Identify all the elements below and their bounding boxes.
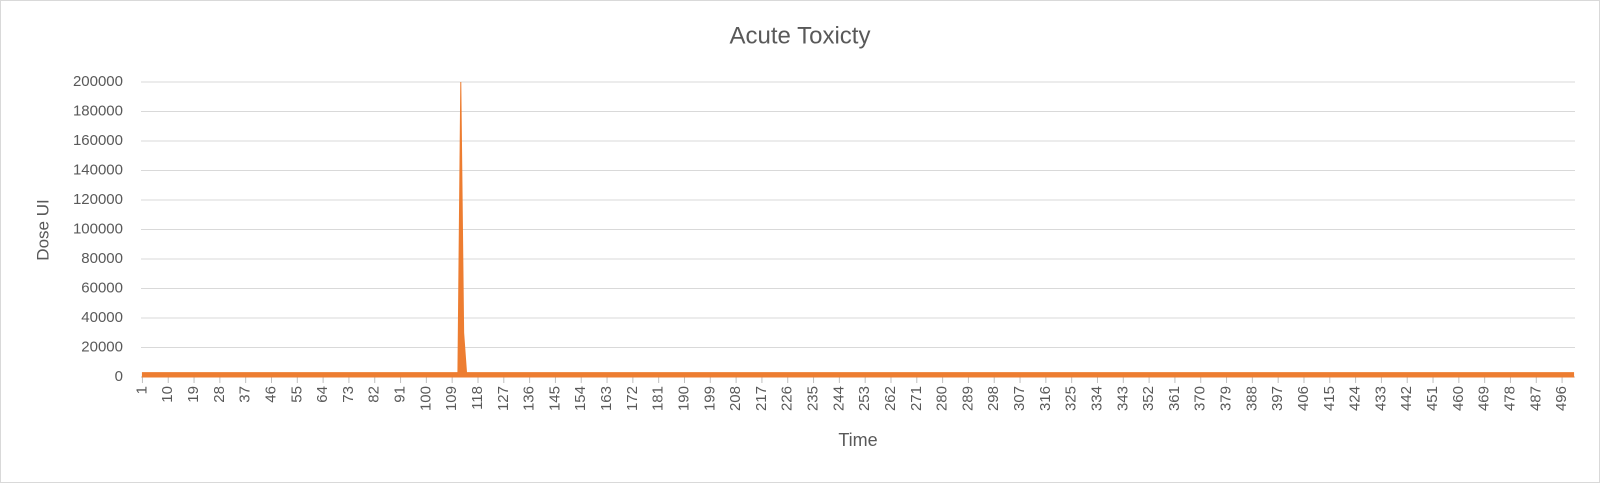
- x-tick-label: 1: [133, 386, 150, 394]
- y-axis-label: Dose UI: [33, 199, 52, 260]
- x-tick-label: 361: [1166, 386, 1183, 411]
- x-tick-label: 442: [1398, 386, 1415, 411]
- x-tick-label: 199: [701, 386, 718, 411]
- x-tick-label: 226: [779, 386, 796, 411]
- x-tick-label: 343: [1114, 386, 1131, 411]
- x-tick-label: 154: [572, 386, 589, 411]
- x-tick-label: 109: [443, 386, 460, 411]
- x-tick-label: 469: [1476, 386, 1493, 411]
- x-tick-label: 397: [1269, 386, 1286, 411]
- x-tick-label: 289: [959, 386, 976, 411]
- x-tick-label: 244: [830, 386, 847, 411]
- y-tick-label: 20000: [81, 338, 123, 355]
- x-tick-label: 271: [908, 386, 925, 411]
- x-tick-label: 433: [1372, 386, 1389, 411]
- x-tick-label: 415: [1321, 386, 1338, 411]
- y-tick-label: 80000: [81, 250, 123, 267]
- x-tick-label: 325: [1063, 386, 1080, 411]
- x-tick-label: 262: [882, 386, 899, 411]
- y-tick-label: 140000: [73, 161, 123, 178]
- x-tick-label: 118: [469, 386, 486, 410]
- x-tick-label: 82: [366, 386, 383, 403]
- x-tick-label: 370: [1192, 386, 1209, 411]
- x-tick-label: 424: [1347, 386, 1364, 411]
- x-tick-label: 19: [185, 386, 202, 403]
- x-tick-label: 28: [211, 386, 228, 403]
- x-tick-label: 91: [392, 386, 409, 403]
- x-tick-label: 352: [1140, 386, 1157, 411]
- x-tick-label: 181: [650, 386, 667, 411]
- x-tick-label: 10: [159, 386, 176, 403]
- x-tick-label: 379: [1218, 386, 1235, 411]
- x-tick-label: 127: [495, 386, 512, 411]
- x-tick-label: 145: [546, 386, 563, 411]
- x-tick-label: 208: [727, 386, 744, 411]
- x-tick-label: 217: [753, 386, 770, 411]
- y-tick-label: 0: [115, 368, 123, 385]
- x-tick-label: 46: [262, 386, 279, 403]
- x-tick-label: 253: [856, 386, 873, 411]
- x-tick-label: 406: [1295, 386, 1312, 411]
- x-tick-label: 487: [1527, 386, 1544, 411]
- x-tick-label: 190: [675, 386, 692, 411]
- x-tick-label: 316: [1037, 386, 1054, 411]
- x-tick-label: 298: [985, 386, 1002, 411]
- y-tick-label: 60000: [81, 279, 123, 296]
- x-tick-label: 451: [1424, 386, 1441, 411]
- y-tick-label: 120000: [73, 191, 123, 208]
- x-tick-label: 163: [598, 386, 615, 411]
- x-tick-label: 64: [314, 386, 331, 403]
- x-tick-label: 172: [624, 386, 641, 411]
- x-tick-label: 307: [1011, 386, 1028, 411]
- x-tick-label: 100: [417, 386, 434, 411]
- x-tick-label: 388: [1243, 386, 1260, 411]
- x-tick-label: 496: [1553, 386, 1570, 411]
- y-tick-label: 200000: [73, 73, 123, 90]
- y-tick-label: 160000: [73, 132, 123, 149]
- x-tick-label: 37: [237, 386, 254, 403]
- x-tick-label: 55: [288, 386, 305, 403]
- chart-title: Acute Toxicty: [730, 22, 871, 49]
- y-tick-label: 180000: [73, 102, 123, 119]
- x-tick-label: 73: [340, 386, 357, 403]
- x-tick-label: 235: [805, 386, 822, 411]
- x-tick-label: 460: [1450, 386, 1467, 411]
- x-tick-label: 136: [521, 386, 538, 411]
- x-axis-label: Time: [838, 430, 877, 450]
- x-tick-label: 280: [934, 386, 951, 411]
- y-tick-label: 100000: [73, 220, 123, 237]
- y-tick-label: 40000: [81, 309, 123, 326]
- area: [141, 81, 1575, 378]
- x-tick-label: 334: [1088, 386, 1105, 411]
- x-tick-label: 478: [1501, 386, 1518, 411]
